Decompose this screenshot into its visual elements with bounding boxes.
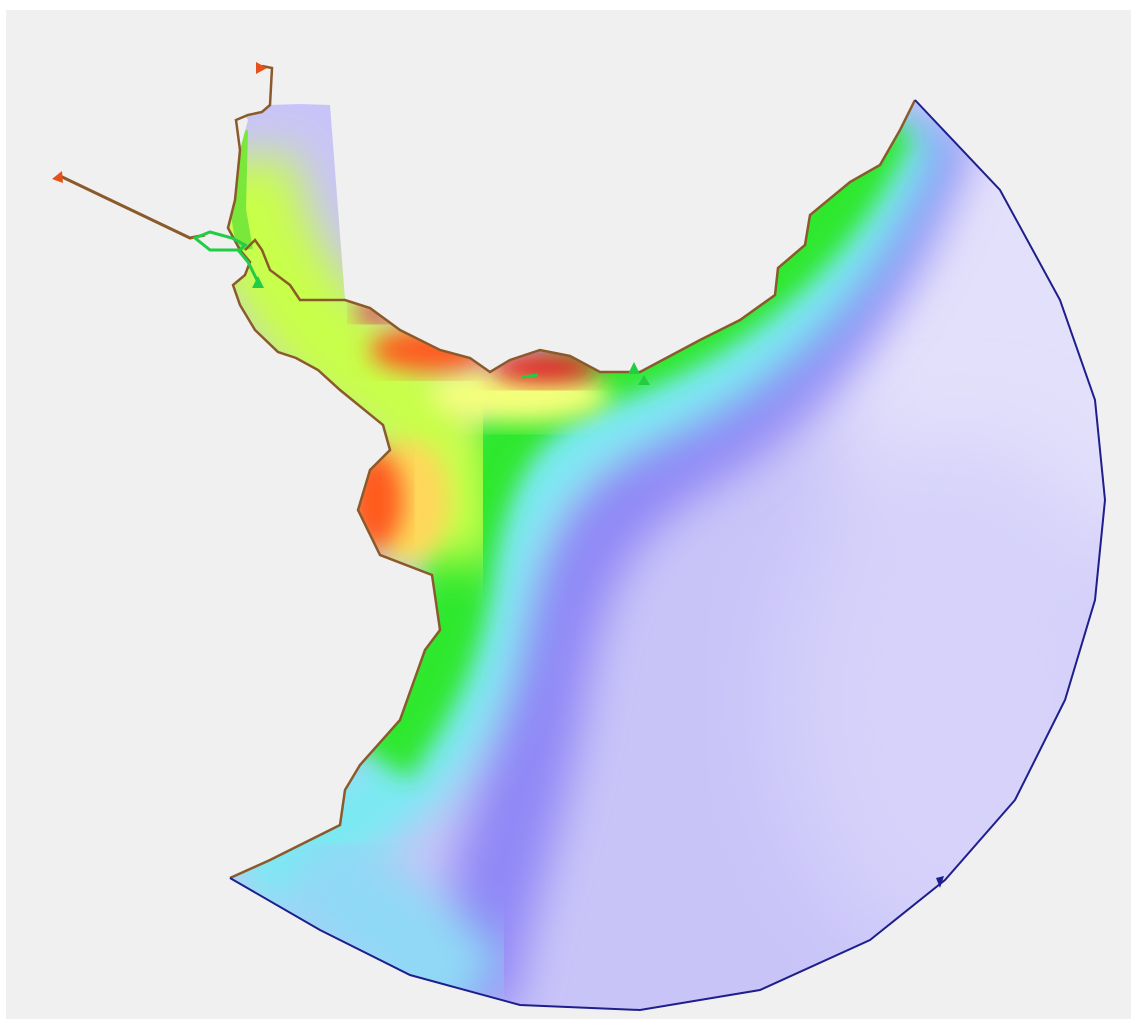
triangle-marker-icon[interactable] [638, 375, 650, 385]
map-canvas[interactable] [6, 10, 1131, 1019]
triangle-marker-icon[interactable] [936, 876, 944, 888]
triangle-marker-icon[interactable] [252, 276, 264, 288]
channel-segment [521, 373, 539, 379]
flag-marker-icon[interactable] [256, 62, 267, 74]
channel-segment [192, 230, 260, 283]
coastline-boundary [226, 64, 917, 880]
mesh-map[interactable] [6, 10, 1131, 1019]
depth-shading [228, 100, 1105, 1010]
open-boundary [229, 99, 1107, 1012]
flag-marker-icon[interactable] [52, 171, 63, 183]
triangle-marker-icon[interactable] [628, 362, 640, 374]
